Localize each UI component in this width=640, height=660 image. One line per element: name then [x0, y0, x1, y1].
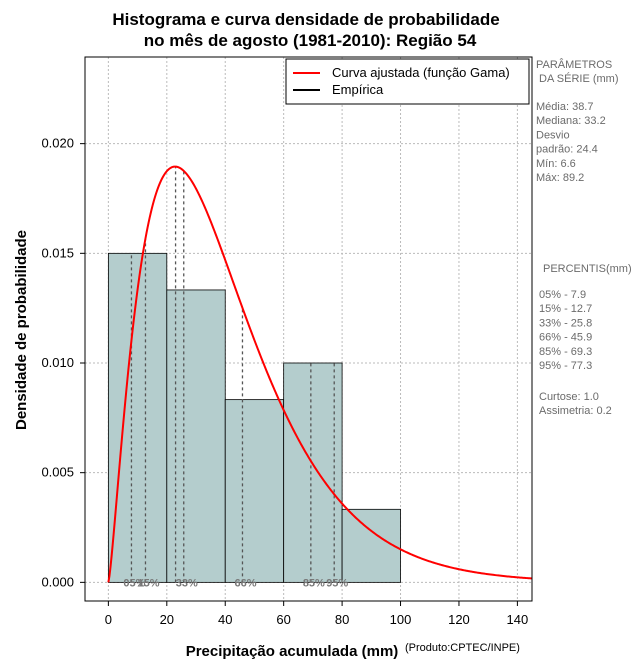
percentile-label-1: 05% [123, 577, 145, 589]
params-title-2: DA SÉRIE (mm) [536, 72, 619, 85]
legend-label-empirical: Empírica [332, 82, 384, 97]
histogram-bar-3 [224, 399, 285, 583]
x-tick-label: 0 [105, 612, 112, 627]
x-tick-label: 100 [390, 612, 412, 627]
percentis-line: 95% - 77.3 [539, 360, 592, 372]
stats-values: Média: 38.7 Mediana: 33.2 Desvio padrão: 24… [536, 101, 606, 184]
stats-line: Média: 38.7 [536, 101, 593, 113]
y-tick-label: 0.015 [41, 245, 74, 260]
histogram-bar-1 [107, 252, 168, 583]
percentis-line: 85% - 69.3 [539, 346, 592, 358]
percentile-lines [130, 166, 335, 583]
percentis-line: 05% - 7.9 [539, 289, 586, 301]
y-tick-label: 0.005 [41, 465, 74, 480]
plot-frame [84, 56, 533, 602]
y-axis-ticks: 0.000 0.005 0.010 0.015 0.020 [41, 136, 85, 589]
percentile-label-6: 95% [326, 577, 348, 589]
x-tick-label: 20 [160, 612, 174, 627]
stats-line: Máx: 89.2 [536, 172, 584, 184]
histogram-bar-2 [166, 289, 226, 583]
extra-stat-line: Assimetria: 0.2 [539, 405, 612, 417]
percentile-label-3: 33% [176, 577, 198, 589]
percentile-labels: 05%15% 33% 66% 85% 95% [123, 577, 348, 589]
x-axis-ticks: 0 20 40 60 80 100 120 140 [105, 601, 528, 627]
histogram-bar-5 [341, 508, 401, 583]
y-axis-title: Densidade de probabilidade [13, 230, 30, 430]
chart-title-line-1: Histograma e curva densidade de probabil… [112, 10, 499, 29]
y-tick-label: 0.010 [41, 355, 74, 370]
chart-title-line-2: no mês de agosto (1981-2010): Região 54 [144, 31, 477, 50]
histogram-bar-4 [283, 362, 343, 583]
legend: Curva ajustada (função Gama) Empírica [285, 58, 530, 105]
y-tick-label: 0.020 [41, 136, 74, 151]
legend-label-fitted: Curva ajustada (função Gama) [332, 65, 510, 80]
gamma-fit-curve [107, 165, 533, 583]
x-tick-label: 120 [448, 612, 470, 627]
stats-panel: PARÂMETROS DA SÉRIE (mm) Média: 38.7 Medi… [536, 58, 632, 417]
x-tick-label: 140 [507, 612, 529, 627]
percentis-line: 33% - 25.8 [539, 317, 592, 329]
percentis-line: 66% - 45.9 [539, 332, 592, 344]
stats-line: padrão: 24.4 [536, 144, 598, 156]
percentile-label-4: 66% [234, 577, 256, 589]
histogram-bars [107, 252, 401, 583]
product-credit: (Produto:CPTEC/INPE) [405, 642, 520, 654]
stats-line: Mediana: 33.2 [536, 115, 606, 127]
percentis-values: 05% - 7.9 15% - 12.7 33% - 25.8 66% - 45.9 8… [539, 289, 592, 372]
x-axis-title: Precipitação acumulada (mm) [186, 643, 399, 660]
percentile-label-2: 15% [137, 577, 159, 589]
extra-stats-values: Curtose: 1.0 Assimetria: 0.2 [539, 391, 612, 417]
percentis-line: 15% - 12.7 [539, 303, 592, 315]
x-tick-label: 40 [218, 612, 232, 627]
y-tick-label: 0.000 [41, 574, 74, 589]
gamma-curve-layer [107, 165, 533, 583]
stats-line: Mín: 6.6 [536, 158, 576, 170]
stats-line: Desvio [536, 129, 570, 141]
extra-stat-line: Curtose: 1.0 [539, 391, 599, 403]
legend-box [285, 58, 530, 105]
percentile-label-5: 85% [303, 577, 325, 589]
x-tick-label: 80 [335, 612, 349, 627]
params-title-1: PARÂMETROS [536, 58, 612, 71]
x-tick-label: 60 [276, 612, 290, 627]
percentis-title: PERCENTIS(mm) [543, 263, 632, 275]
